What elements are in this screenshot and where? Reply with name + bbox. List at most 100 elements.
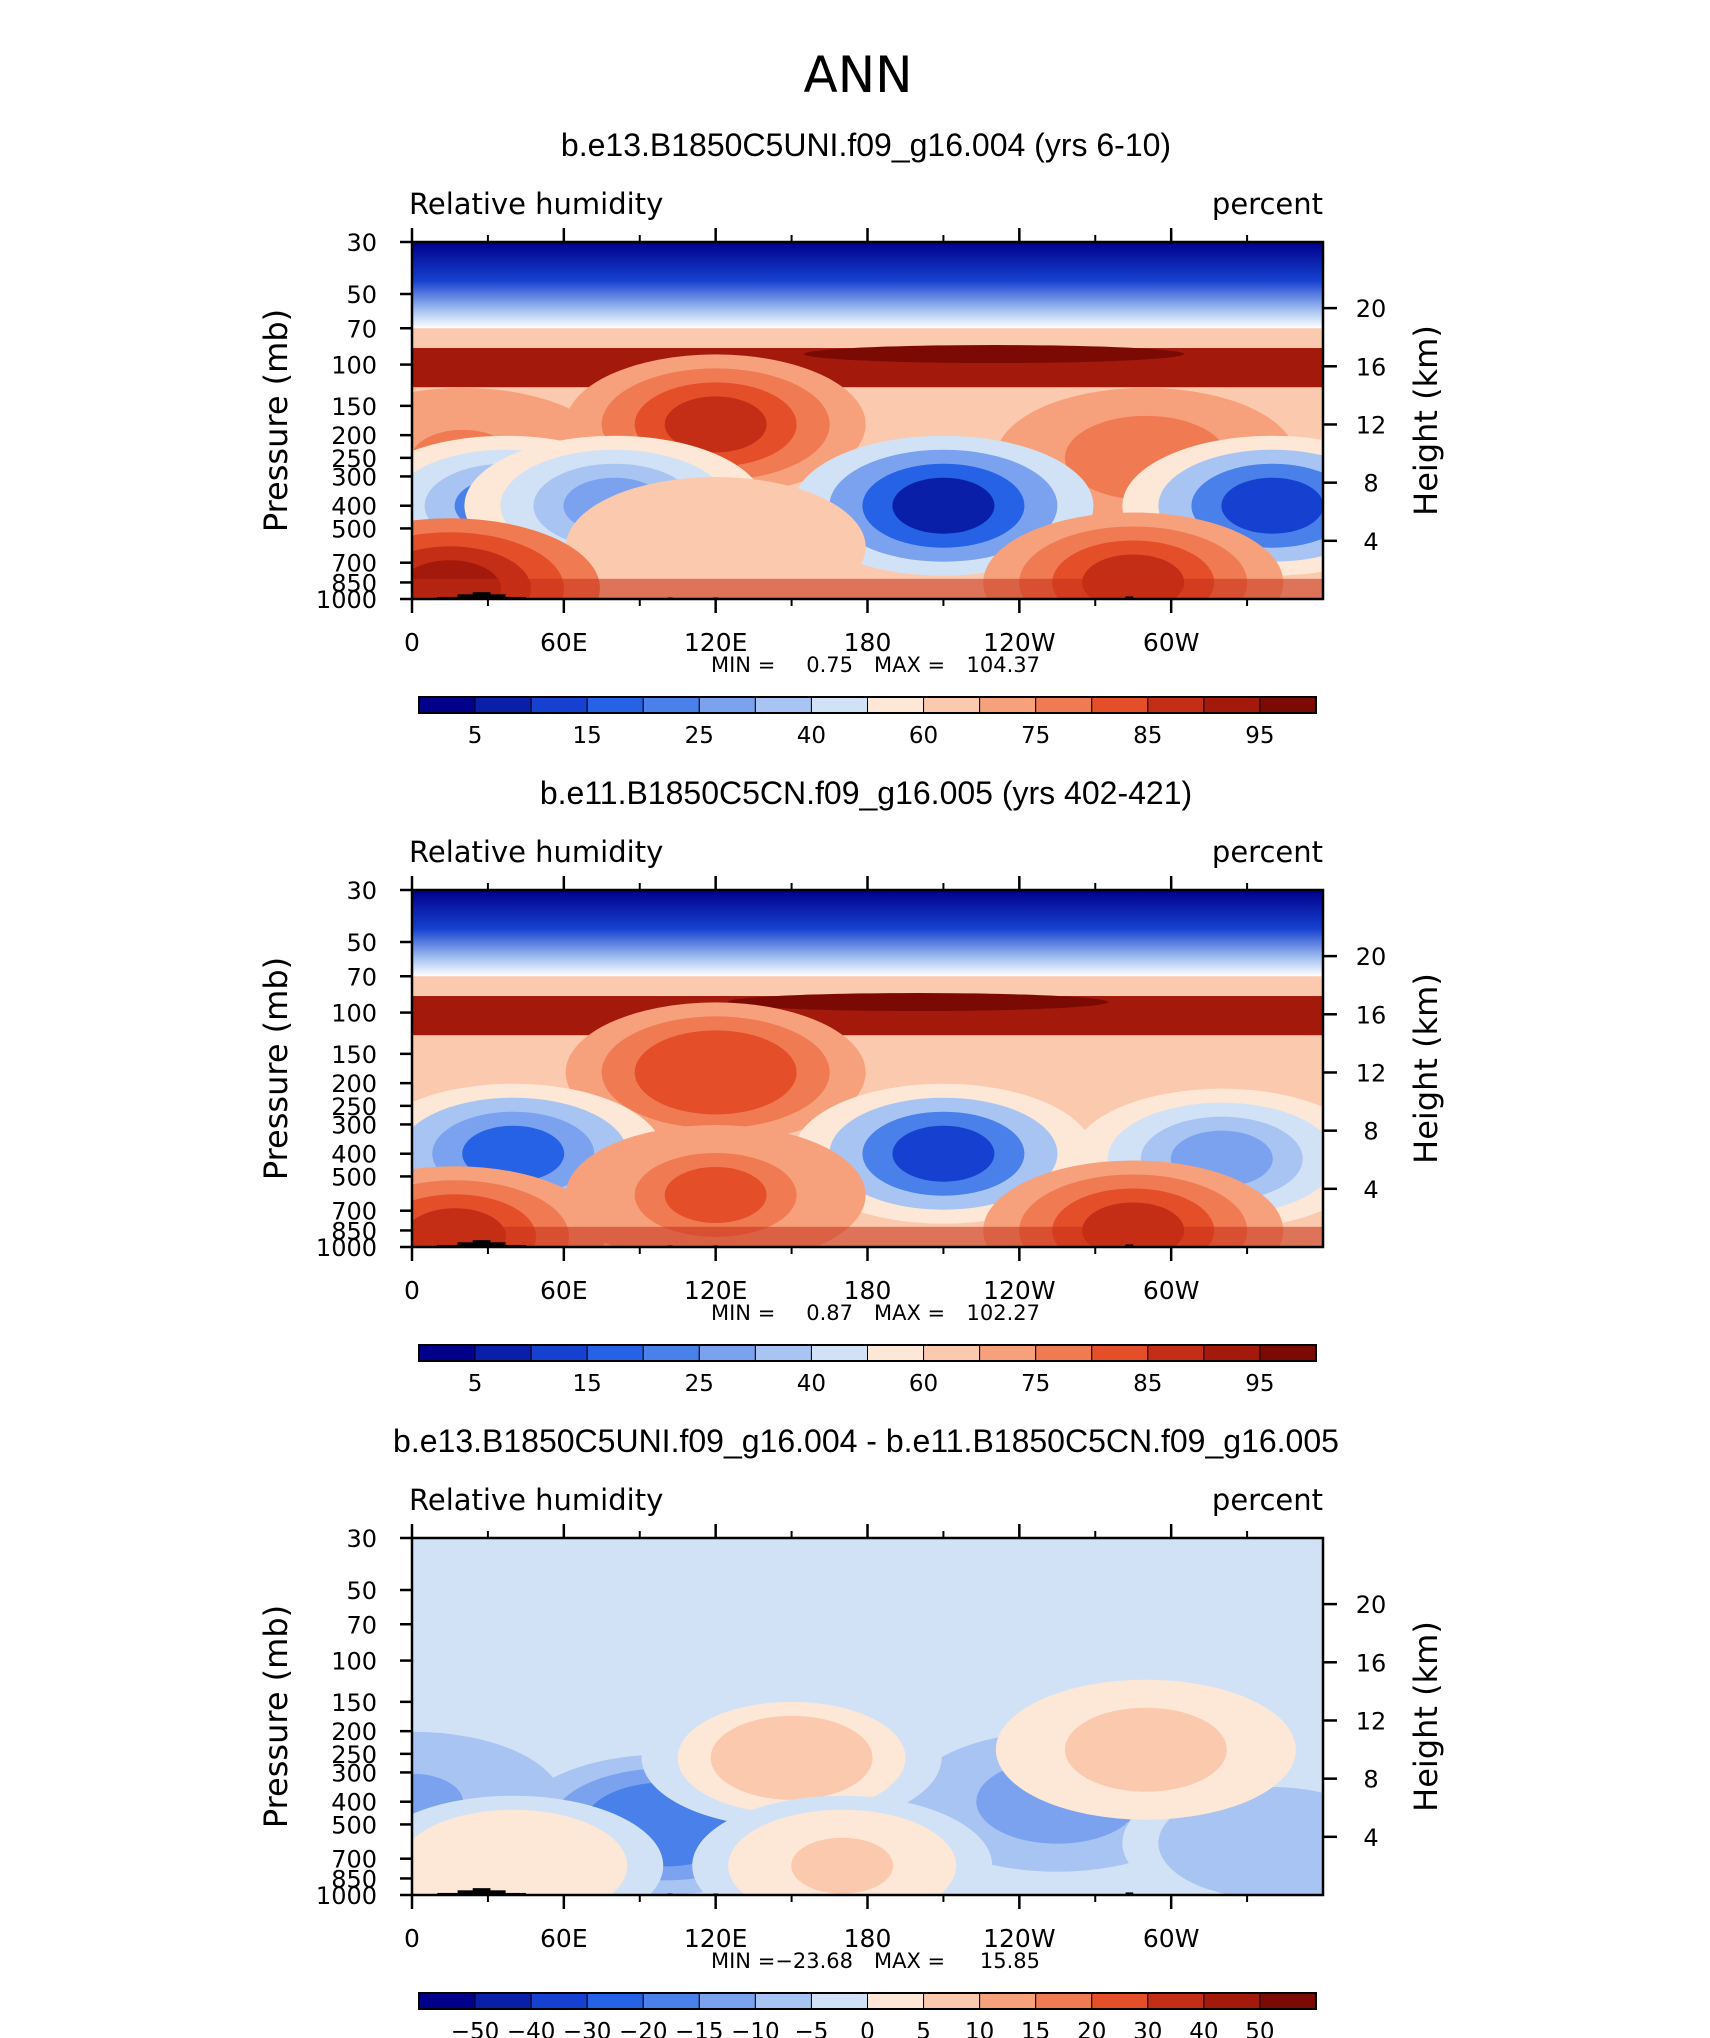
y-tick-label: 400 xyxy=(331,493,377,521)
y-right-axis-title: Height (km) xyxy=(1407,973,1445,1164)
contour-region xyxy=(664,1044,767,1101)
contour-region xyxy=(892,477,995,534)
x-tick-label: 120E xyxy=(684,1276,748,1305)
topography-block xyxy=(472,1240,491,1247)
y-tick-label: 1000 xyxy=(316,1882,377,1910)
contour-region xyxy=(664,518,767,575)
colorbar-label: 15 xyxy=(573,1371,602,1397)
colorbar-frame xyxy=(418,1992,1317,2010)
colorbar-label: −40 xyxy=(507,2019,556,2038)
colorbar-label: 20 xyxy=(1077,2019,1106,2038)
max-value: 15.85 xyxy=(980,1949,1040,1973)
colorbar-label: 5 xyxy=(916,2019,931,2038)
y-right-tick-label: 16 xyxy=(1356,353,1387,381)
colorbar-swatch xyxy=(1259,696,1317,714)
y-right-tick-label: 8 xyxy=(1363,470,1378,498)
topography-block xyxy=(1125,596,1134,599)
boundary-layer xyxy=(412,578,1323,599)
colorbar-swatch xyxy=(698,696,756,714)
colorbar-swatch xyxy=(1203,696,1261,714)
y-tick-label: 100 xyxy=(331,352,377,380)
colorbar-label: 95 xyxy=(1245,1371,1274,1397)
y-tick-label: 700 xyxy=(331,1198,377,1226)
x-tick-label: 0 xyxy=(404,1924,420,1953)
x-tick-label: 180 xyxy=(844,1924,892,1953)
y-tick-label: 100 xyxy=(331,1648,377,1676)
max-label: MAX = xyxy=(874,1949,945,1973)
colorbar-label: 30 xyxy=(1133,2019,1162,2038)
x-tick-label: 60E xyxy=(540,628,588,657)
y-tick-label: 50 xyxy=(346,281,377,309)
colorbar-swatch xyxy=(867,1344,925,1362)
colorbar-swatch xyxy=(586,696,644,714)
x-tick-label: 60E xyxy=(540,1924,588,1953)
y-tick-label: 300 xyxy=(331,1759,377,1787)
contour-field xyxy=(412,1538,1323,1895)
x-tick-label: 180 xyxy=(844,628,892,657)
colorbar-swatch xyxy=(418,696,476,714)
y-tick-label: 50 xyxy=(346,929,377,957)
x-tick-label: 60W xyxy=(1143,1924,1200,1953)
colorbar-frame xyxy=(418,1344,1317,1362)
colorbar-label: 60 xyxy=(909,1371,938,1397)
y-tick-label: 700 xyxy=(331,550,377,578)
colorbar-swatch xyxy=(1147,696,1205,714)
y-right-tick-label: 16 xyxy=(1356,1649,1387,1677)
y-right-tick-label: 16 xyxy=(1356,1001,1387,1029)
colorbar-swatch xyxy=(474,696,532,714)
colorbar-swatch xyxy=(586,1992,644,2010)
units-label: percent xyxy=(1212,835,1323,869)
y-tick-label: 700 xyxy=(331,1846,377,1874)
y-tick-label: 200 xyxy=(331,1070,377,1098)
stats: MIN = −23.68 MAX = 15.85 xyxy=(711,1949,1040,1973)
y-right-tick-label: 4 xyxy=(1363,1824,1378,1852)
y-tick-label: 250 xyxy=(331,445,377,473)
chart-panel: b.e13.B1850C5UNI.f09_g16.004 - b.e11.B18… xyxy=(257,1423,1445,2038)
boundary-layer xyxy=(412,1226,1323,1247)
y-right-tick-label: 8 xyxy=(1363,1118,1378,1146)
colorbar-label: 75 xyxy=(1021,1371,1050,1397)
colorbar-swatch xyxy=(1035,696,1093,714)
colorbar-swatch xyxy=(1035,1344,1093,1362)
y-tick-label: 400 xyxy=(331,1141,377,1169)
colorbar-label: 15 xyxy=(1021,2019,1050,2038)
colorbar-swatch xyxy=(530,1344,588,1362)
colorbar-swatch xyxy=(586,1344,644,1362)
colorbar-swatch xyxy=(642,1344,700,1362)
max-label: MAX = xyxy=(874,1301,945,1325)
x-axis: 0 60E 120E 180 120W 60W xyxy=(404,1524,1249,1953)
x-tick-label: 60E xyxy=(540,1276,588,1305)
colorbar-swatch xyxy=(474,1344,532,1362)
min-value: 0.87 xyxy=(806,1301,853,1325)
colorbar-swatch xyxy=(530,1992,588,2010)
y-tick-label: 500 xyxy=(331,1811,377,1839)
panel-title: b.e13.B1850C5UNI.f09_g16.004 - b.e11.B18… xyxy=(393,1423,1339,1459)
y-right-tick-label: 20 xyxy=(1356,943,1387,971)
topography-block xyxy=(1125,1892,1134,1895)
colorbar: −50 −40 −30 −20 −15 −10 −5 0 5 10 15 20 30 40 50 xyxy=(418,1992,1317,2038)
colorbar-swatch xyxy=(1203,1992,1261,2010)
colorbar-label: 60 xyxy=(909,723,938,749)
x-axis: 0 60E 120E 180 120W 60W xyxy=(404,876,1249,1305)
colorbar-swatch xyxy=(642,696,700,714)
contour-region xyxy=(892,1125,995,1182)
y-axis-title: Pressure (mb) xyxy=(257,309,295,532)
y-tick-label: 30 xyxy=(346,1525,377,1553)
y-axis-title: Pressure (mb) xyxy=(257,1605,295,1828)
colorbar-label: 95 xyxy=(1245,723,1274,749)
colorbar-label: 15 xyxy=(573,723,602,749)
variable-label: Relative humidity xyxy=(409,835,663,869)
variable-label: Relative humidity xyxy=(409,187,663,221)
stratosphere-band xyxy=(412,242,1323,329)
colorbar: 5 15 25 40 60 75 85 95 xyxy=(418,1344,1317,1397)
colorbar-swatch xyxy=(1203,1344,1261,1362)
colorbar-swatch xyxy=(642,1992,700,2010)
y-axis-right: 20 16 12 8 4 Height (km) xyxy=(1323,943,1445,1204)
colorbar-label: −15 xyxy=(675,2019,724,2038)
tropopause-max xyxy=(728,993,1109,1012)
max-value: 104.37 xyxy=(967,653,1040,677)
colorbar-label: −30 xyxy=(563,2019,612,2038)
x-tick-label: 0 xyxy=(404,628,420,657)
